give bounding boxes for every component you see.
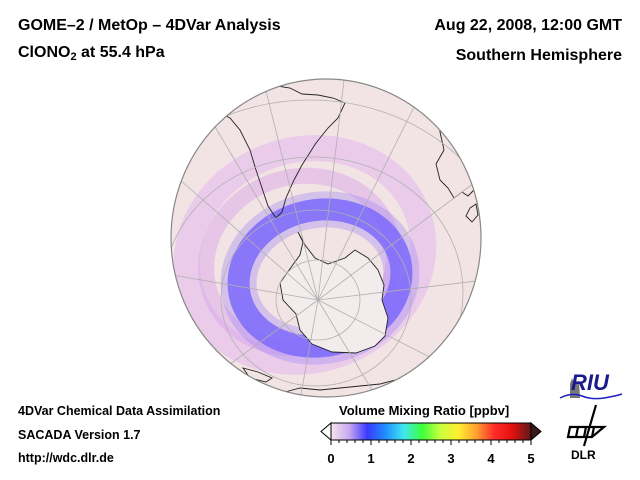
colorbar-tick-label: 2: [407, 451, 415, 466]
colorbar: [320, 421, 542, 445]
colorbar-ticks: [330, 440, 532, 445]
colorbar-tick-label: 0: [327, 451, 335, 466]
title-species: ClONO2 at 55.4 hPa: [18, 44, 165, 63]
colorbar-body: [330, 422, 532, 441]
madagascar: [465, 203, 479, 223]
riu-logo-text: RIU: [571, 370, 609, 395]
colorbar-title: Volume Mixing Ratio [ppbv]: [339, 403, 510, 418]
footer-assimilation: 4DVar Chemical Data Assimilation: [18, 404, 221, 418]
colorbar-tick-label: 3: [447, 451, 455, 466]
river-wave-icon: [559, 393, 623, 400]
riu-logo: [559, 376, 623, 400]
dlr-logo-icon: [566, 404, 608, 447]
graticule: [171, 79, 481, 397]
colorbar-extend-low: [320, 421, 332, 442]
date-label: Aug 22, 2008, 12:00 GMT: [434, 17, 622, 34]
region-label: Southern Hemisphere: [455, 47, 622, 64]
colorbar-tick-label: 4: [487, 451, 495, 466]
footer-url[interactable]: http://wdc.dlr.de: [18, 451, 114, 465]
colorbar-tick-label: 5: [527, 451, 535, 466]
australia-edge: [284, 379, 396, 393]
species-name: ClONO: [18, 44, 71, 61]
species-level: at 55.4 hPa: [76, 44, 165, 61]
south-america: [212, 83, 346, 219]
cathedral-icon: [570, 376, 580, 398]
globe-outline: [170, 78, 482, 398]
dlr-logo-text: DLR: [571, 448, 596, 462]
species-subscript: 2: [70, 51, 77, 63]
footer-version: SACADA Version 1.7: [18, 428, 141, 442]
title-instrument: GOME–2 / MetOp – 4DVar Analysis: [18, 17, 281, 34]
colorbar-extend-high: [530, 421, 542, 442]
colorbar-tick-label: 1: [367, 451, 375, 466]
antarctica: [279, 231, 389, 354]
